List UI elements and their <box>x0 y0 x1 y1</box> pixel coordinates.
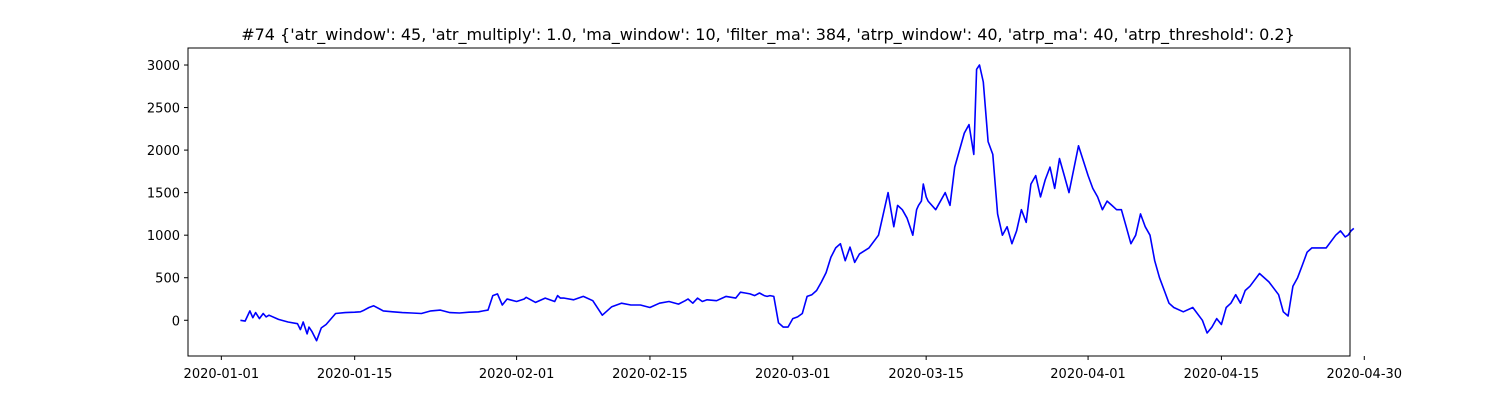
x-tick-label: 2020-03-15 <box>888 367 964 382</box>
x-tick-label: 2020-02-15 <box>612 367 688 382</box>
x-axis-ticks: 2020-01-01 2020-01-15 2020-02-01 2020-02-15… <box>184 356 1403 382</box>
x-tick-label: 2020-01-01 <box>184 367 260 382</box>
y-tick-label: 1000 <box>147 229 180 244</box>
x-tick-label: 2020-02-01 <box>479 367 555 382</box>
x-tick-label: 2020-04-15 <box>1184 367 1260 382</box>
x-tick-label: 2020-03-01 <box>755 367 831 382</box>
y-axis-ticks: 0 500 1000 1500 2000 2500 3000 <box>147 59 188 329</box>
series-line-equity <box>240 64 1355 342</box>
y-tick-label: 2500 <box>147 102 180 117</box>
y-tick-label: 3000 <box>147 59 180 74</box>
y-tick-label: 0 <box>172 314 180 329</box>
x-tick-label: 2020-04-30 <box>1327 367 1403 382</box>
chart-title: #74 {'atr_window': 45, 'atr_multiply': 1… <box>241 25 1295 45</box>
x-tick-label: 2020-01-15 <box>317 367 393 382</box>
y-tick-label: 2000 <box>147 144 180 159</box>
series-group <box>240 64 1355 342</box>
y-tick-label: 500 <box>155 272 180 287</box>
plot-frame <box>187 47 1351 357</box>
y-tick-label: 1500 <box>147 187 180 202</box>
x-tick-label: 2020-04-01 <box>1050 367 1126 382</box>
